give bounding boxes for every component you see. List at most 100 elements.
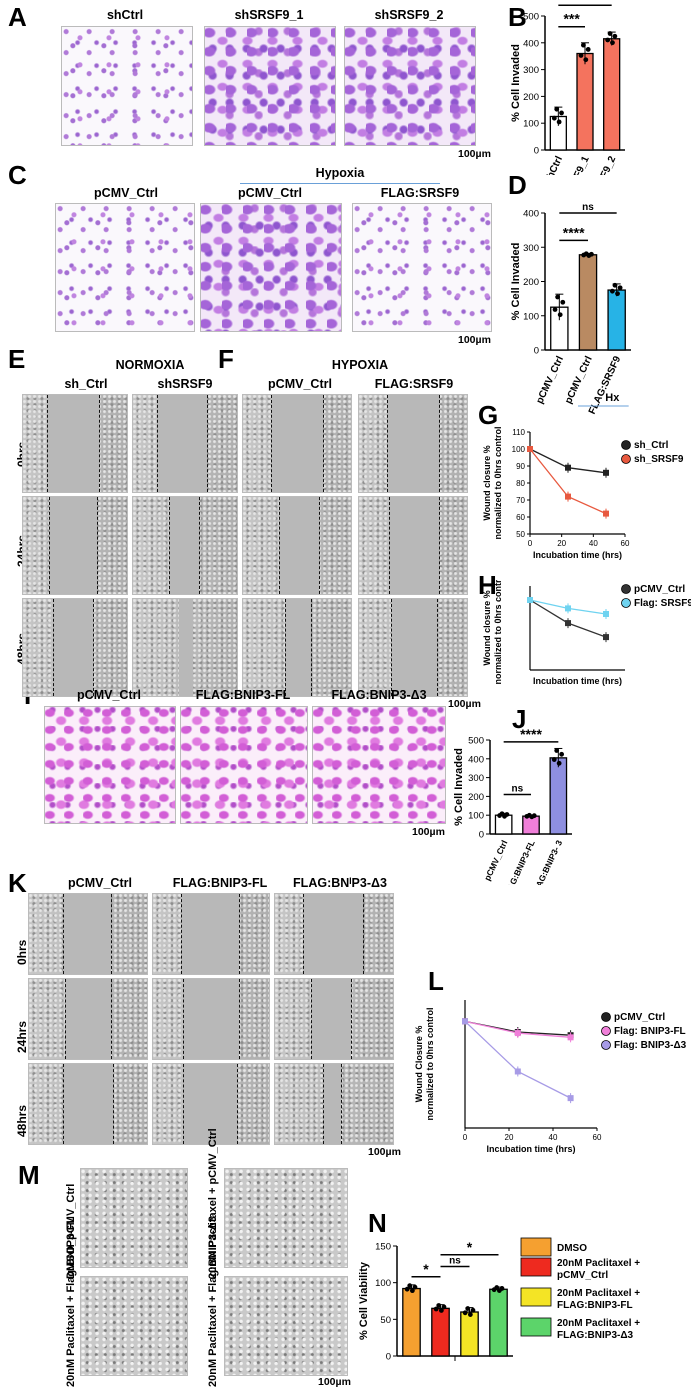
point-1-3 (436, 1303, 442, 1308)
panel-k-img-r2c2 (152, 978, 270, 1060)
panel-k-row-0hrs: 0hrs (15, 939, 29, 965)
legend-label-1-b: pCMV_Ctrl (557, 1270, 608, 1281)
bar-0 (402, 1287, 421, 1357)
sig-n-3-label: * (467, 1239, 473, 1255)
y-tick-label-1: 100 (523, 311, 539, 322)
bar-3 (489, 1288, 508, 1357)
sig-n-2-label: ns (449, 1256, 461, 1267)
point-0-3 (555, 294, 561, 300)
series-line-1 (529, 448, 607, 515)
y-axis-label: % Cell Invaded (453, 748, 465, 826)
panel-letter-j: J (512, 704, 527, 734)
panel-f-condition: HYPOXIA (331, 358, 389, 372)
y-tick-label-3: 80 (516, 479, 525, 488)
panel-f-img-r1c2 (358, 394, 468, 493)
panel-k-img-r2c3 (274, 978, 394, 1060)
y-tick-label-0: 0 (479, 830, 484, 841)
panel-e-condition: NORMOXIA (115, 358, 185, 372)
y-tick-label-0: 50 (516, 530, 525, 539)
panel-m-scale: 100µm (318, 1376, 351, 1388)
y-axis-label-line2: normalized to 0hrs control (493, 580, 503, 685)
point-2-0 (609, 288, 615, 294)
point-2-3 (554, 748, 560, 753)
panel-f-label-1: pCMV_Ctrl (268, 377, 332, 391)
panel-k-scale: 100µm (368, 1146, 401, 1158)
y-tick-label-1: 100 (468, 811, 484, 822)
panel-c-scale: 100µm (458, 334, 491, 346)
x-tick-label-0: pCMV_Ctrl (482, 839, 509, 883)
legend-marker-0 (621, 440, 631, 450)
point-0-1 (559, 110, 564, 116)
sig-d-1-label: **** (563, 224, 585, 240)
x-tick-label-2: shSRSF9_2 (585, 154, 618, 175)
chart-g: 50 60 70 80 90 100 110 0 20 40 60 Incubation time (… (482, 426, 684, 560)
panel-i-label-3: FLAG:BNIP3-Δ3 (331, 688, 427, 702)
point-0-1 (560, 299, 566, 305)
legend-label-3-b: FLAG:BNIP3-Δ3 (557, 1330, 634, 1341)
bar-2 (607, 289, 626, 351)
panel-letter-f: F (218, 344, 234, 374)
panel-c-image-1 (55, 203, 195, 332)
x-tick-label-3: 60 (621, 539, 630, 548)
legend-swatch-2 (520, 1287, 552, 1307)
panel-e-label-2: shSRSF9 (157, 377, 213, 391)
point-0-3 (554, 106, 560, 112)
point-1-0 (433, 1306, 439, 1312)
point-2-3 (612, 282, 618, 288)
panel-a-image-1 (61, 26, 193, 146)
point-1-0 (578, 53, 584, 58)
x-axis-label: Incubation time (hrs) (533, 550, 622, 560)
panel-m-label-4: 20nM Paclitaxel + Flag:BNIP3-Δ3 (207, 1216, 219, 1387)
legend-marker-2 (601, 1040, 611, 1050)
point-1-3 (583, 251, 589, 257)
panel-m-image-3 (80, 1276, 188, 1376)
point-0-0 (552, 307, 558, 312)
point-3-3 (494, 1285, 500, 1290)
sig-d-2-label: ns (582, 202, 594, 213)
x-axis-label: Incubation time (hrs) (533, 676, 622, 686)
legend-marker-0 (621, 584, 631, 594)
point-0-1 (412, 1284, 418, 1290)
chart-h: Incubation time (hrs) Wound closure % norm… (482, 580, 691, 686)
point-2-2 (610, 40, 615, 46)
legend-label-3-a: 20nM Paclitaxel + (557, 1318, 640, 1329)
panel-a-scale: 100µm (458, 148, 491, 160)
x-tick-label-0: 0 (528, 539, 533, 548)
panel-k-label-1: pCMV_Ctrl (68, 876, 132, 890)
panel-m-image-1 (80, 1168, 188, 1268)
panel-c-group-line (240, 183, 440, 184)
x-tick-label-0: pCMV_Ctrl (534, 354, 566, 405)
point-1-3 (581, 42, 586, 48)
point-0-2 (409, 1288, 415, 1294)
y-tick-label-4: 90 (516, 462, 525, 471)
panel-i-image-3 (312, 706, 446, 824)
y-axis-label-line1: Wound closure % (482, 590, 492, 665)
panel-m-label-3: 20nM Paclitaxel + Flag:BNIP3-FL (65, 1216, 77, 1387)
y-axis-label: % Cell Invaded (510, 243, 522, 321)
legend-label-0: sh_Ctrl (634, 440, 669, 451)
panel-m-image-4 (224, 1276, 348, 1376)
x-tick-label-2: 40 (589, 539, 598, 548)
panel-c-label-1: pCMV_Ctrl (94, 186, 158, 200)
sig-b-1-label: *** (563, 11, 580, 27)
legend-label-2: Flag: BNIP3-Δ3 (614, 1040, 687, 1051)
x-tick-label-3: 60 (593, 1133, 602, 1142)
point-1-3 (526, 812, 532, 818)
series-point-1-0 (527, 446, 533, 452)
legend-marker-0 (601, 1012, 611, 1022)
y-axis-label-line2: normalized to 0hrs control (493, 426, 503, 539)
panel-e-img-r1c1 (22, 394, 128, 493)
point-2-3 (465, 1306, 471, 1311)
panel-letter-n: N (368, 1208, 387, 1238)
panel-i-scale: 100µm (412, 826, 445, 838)
y-tick-label-0: 0 (534, 146, 539, 157)
panel-a-image-2 (204, 26, 336, 146)
y-tick-label-4: 400 (523, 209, 539, 220)
x-tick-label-1: 20 (557, 539, 566, 548)
chart-l: 0 20 40 60 Incubation time (hrs) Wound Closur… (414, 1000, 687, 1154)
y-tick-label-5: 500 (523, 12, 539, 23)
panel-c-image-2 (200, 203, 342, 332)
sig-n-1-label: * (423, 1261, 429, 1277)
y-tick-label-2: 200 (523, 277, 539, 288)
y-axis-label: % Cell Viability (358, 1261, 370, 1340)
